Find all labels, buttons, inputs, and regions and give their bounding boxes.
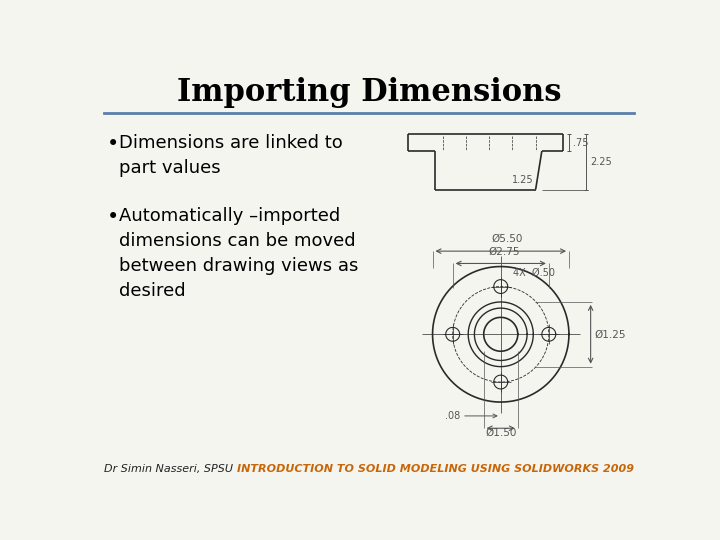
Text: •: • xyxy=(107,207,120,227)
Text: Ø5.50: Ø5.50 xyxy=(491,234,523,244)
Text: Automatically –imported
dimensions can be moved
between drawing views as
desired: Automatically –imported dimensions can b… xyxy=(120,207,359,300)
Text: Dr Simin Nasseri, SPSU: Dr Simin Nasseri, SPSU xyxy=(104,464,233,475)
Text: Dimensions are linked to
part values: Dimensions are linked to part values xyxy=(120,134,343,177)
Text: INTRODUCTION TO SOLID MODELING USING SOLIDWORKS 2009: INTRODUCTION TO SOLID MODELING USING SOL… xyxy=(237,464,634,475)
Text: 4X  Ø.50: 4X Ø.50 xyxy=(513,268,555,278)
Text: 1.25: 1.25 xyxy=(513,176,534,185)
Text: Ø1.25: Ø1.25 xyxy=(595,329,626,339)
Text: Importing Dimensions: Importing Dimensions xyxy=(176,77,562,108)
Text: Ø1.50: Ø1.50 xyxy=(485,428,516,438)
Text: Ø2.75: Ø2.75 xyxy=(489,247,521,256)
Text: .75: .75 xyxy=(573,138,588,147)
Text: •: • xyxy=(107,134,120,154)
Text: 2.25: 2.25 xyxy=(590,157,611,167)
Text: .08: .08 xyxy=(445,411,461,421)
